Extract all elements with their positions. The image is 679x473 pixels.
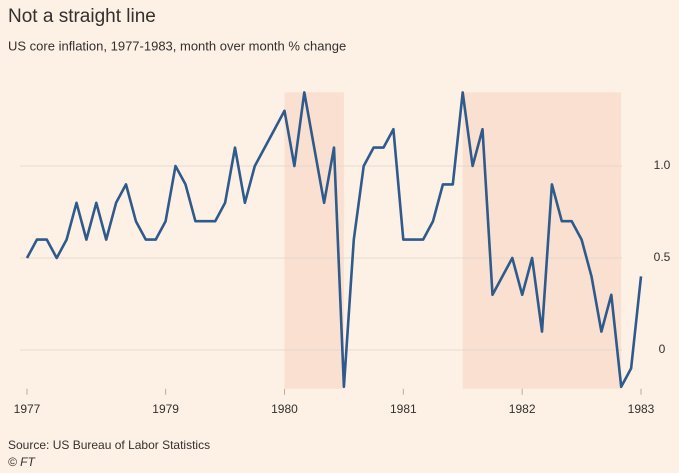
x-tick-label: 1983	[628, 402, 655, 416]
credit: © FT	[8, 455, 37, 469]
chart-title: Not a straight line	[8, 6, 156, 27]
x-tick-label: 1979	[152, 402, 179, 416]
x-tick-label: 1981	[390, 402, 417, 416]
x-tick-label: 1980	[271, 402, 298, 416]
shaded-period	[284, 92, 344, 389]
chart-subtitle: US core inflation, 1977-1983, month over…	[8, 38, 346, 53]
y-tick-label: 1.0	[654, 158, 671, 172]
y-tick-label: 0	[659, 342, 666, 356]
x-tick-label: 1982	[509, 402, 536, 416]
shaded-period	[462, 92, 622, 389]
x-tick-label: 1977	[14, 402, 41, 416]
source: Source: US Bureau of Labor Statistics	[8, 438, 210, 452]
data-line	[25, 91, 643, 389]
y-tick-label: 0.5	[654, 250, 671, 264]
